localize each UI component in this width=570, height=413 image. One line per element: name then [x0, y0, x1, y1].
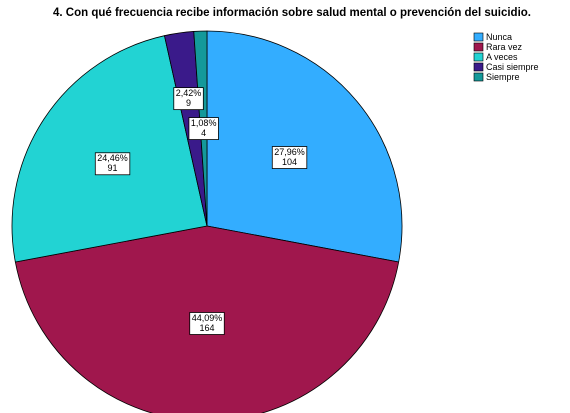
data-label-count: 9	[186, 98, 191, 108]
data-label-box	[189, 312, 225, 335]
legend-swatch	[473, 42, 484, 52]
legend-swatch	[473, 62, 484, 72]
data-label: 24,46%91	[94, 152, 131, 176]
legend-label: Casi siempre	[486, 62, 539, 72]
data-label-percent: 1,08%	[191, 118, 217, 128]
data-label-box	[271, 146, 308, 169]
data-label-percent: 24,46%	[97, 153, 128, 163]
data-label-count: 104	[282, 157, 297, 167]
data-label-box	[94, 152, 131, 176]
data-label: 27,96%104	[271, 146, 308, 169]
data-label: 1,08%4	[188, 117, 219, 140]
data-label-percent: 27,96%	[274, 147, 305, 157]
data-label-count: 91	[108, 163, 118, 173]
data-label: 44,09%164	[189, 312, 225, 335]
legend-swatch	[473, 52, 484, 62]
data-label-count: 164	[199, 323, 214, 333]
data-label-percent: 2,42%	[176, 88, 202, 98]
data-label-percent: 44,09%	[192, 313, 223, 323]
legend-swatch	[473, 32, 484, 42]
data-label: 2,42%9	[173, 87, 204, 111]
legend-label: Nunca	[486, 32, 512, 42]
data-label-box	[173, 87, 204, 111]
data-label-box	[188, 117, 219, 140]
legend-label: A veces	[486, 52, 518, 62]
legend-swatch	[473, 72, 484, 82]
data-label-count: 4	[201, 128, 206, 138]
pie-slice	[11, 35, 208, 263]
legend-label: Siempre	[486, 72, 520, 82]
chart-title: 4. Con qué frecuencia recibe información…	[53, 7, 531, 19]
legend-label: Rara vez	[486, 42, 523, 52]
